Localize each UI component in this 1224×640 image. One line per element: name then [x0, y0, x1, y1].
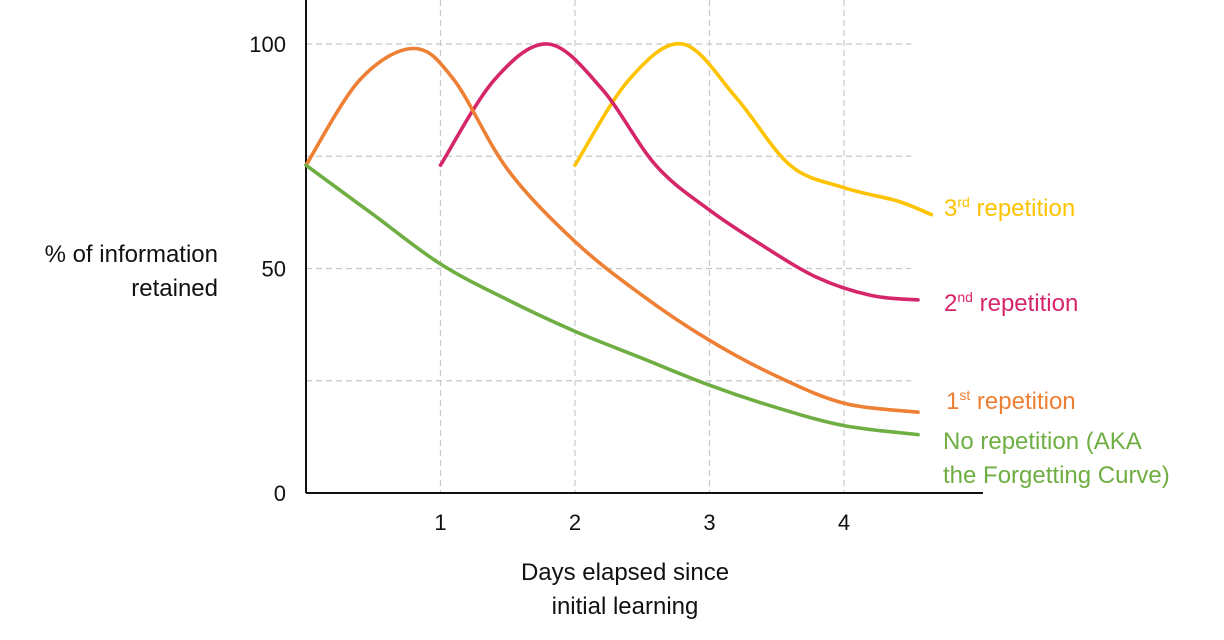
y-axis-label-line1: % of information — [44, 241, 218, 268]
x-axis-label: Days elapsed since initial learning — [445, 556, 805, 624]
series-label-ordinal: 2 — [944, 290, 958, 317]
x-tick-label: 2 — [569, 510, 581, 535]
series-label-ordinal: 3 — [944, 195, 958, 222]
series-label-text: repetition — [972, 290, 1079, 317]
y-tick-label: 0 — [274, 481, 286, 506]
series-line-2nd-repetition — [438, 42, 920, 302]
series-label-no-repetition: No repetition (AKA the Forgetting Curve) — [943, 425, 1213, 493]
series-label-3rd-repetition: 3rd repetition — [944, 192, 1075, 226]
series-label-text: repetition — [969, 195, 1076, 222]
series-line-1st-repetition — [304, 46, 920, 414]
x-tick-label: 1 — [434, 510, 446, 535]
x-axis-label-line2: initial learning — [551, 593, 699, 620]
series-label-suffix: nd — [957, 289, 973, 305]
series-line-no-repetition — [304, 163, 920, 437]
grid-lines — [306, 0, 912, 493]
series-label-text: repetition — [970, 388, 1076, 415]
series-lines — [304, 41, 934, 437]
series-label-line2: the Forgetting Curve) — [943, 462, 1170, 489]
x-axis-label-line1: Days elapsed since — [520, 559, 730, 586]
y-axis-label-line2: retained — [131, 275, 218, 302]
series-label-1st-repetition: 1st repetition — [946, 385, 1076, 419]
series-line-3rd-repetition — [573, 41, 934, 217]
series-label-ordinal: 1 — [946, 388, 960, 415]
y-tick-labels: 0 50 100 — [249, 32, 286, 506]
series-label-2nd-repetition: 2nd repetition — [944, 287, 1078, 321]
series-label-suffix: rd — [957, 194, 970, 210]
series-label-suffix: st — [959, 387, 971, 403]
x-tick-labels: 1 2 3 4 — [434, 510, 850, 535]
x-tick-label: 3 — [703, 510, 715, 535]
y-tick-label: 100 — [249, 32, 286, 57]
y-axis-label: % of information retained — [0, 238, 218, 306]
series-label-line1: No repetition (AKA — [943, 428, 1142, 455]
y-tick-label: 50 — [262, 257, 286, 282]
x-tick-label: 4 — [838, 510, 850, 535]
